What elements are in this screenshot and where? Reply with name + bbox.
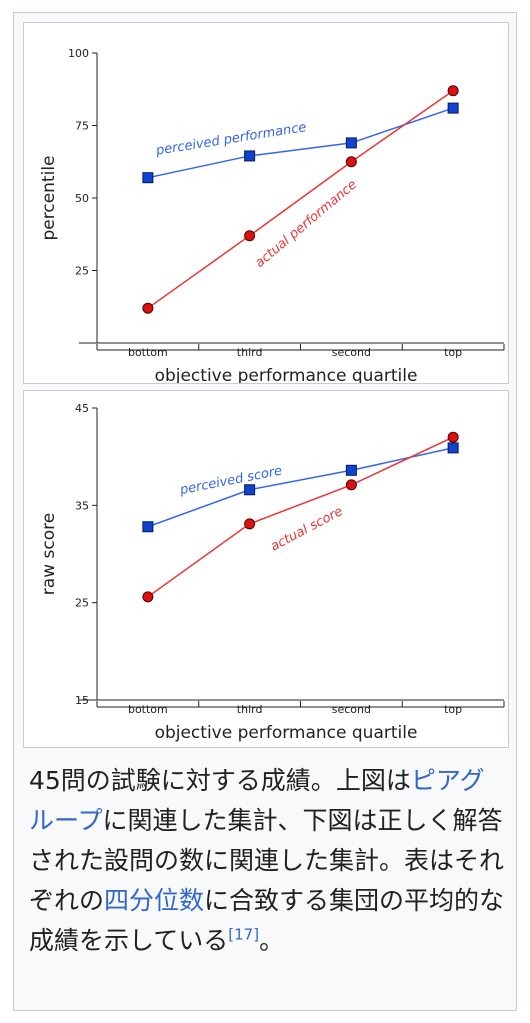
x-tick-label: second [332,703,371,716]
y-axis-label: raw score [39,513,59,595]
caption-text-2: に関連した集計、下図は正しく解答された設問の数に関連した集計。表はそれぞれの [29,806,505,915]
data-point-square [447,102,459,114]
data-point-square [142,521,154,533]
x-tick-label: bottom [128,346,168,359]
data-point-circle [447,85,459,97]
percentile-chart-svg: 25 50 75 100 bottom third second top objective p… [39,47,505,383]
data-point-square [447,442,459,454]
data-point-circle [142,591,154,603]
data-point-circle [447,431,459,443]
data-point-circle [244,518,256,530]
peer-group-link[interactable]: ピアグループ [29,766,485,835]
quartile-link[interactable]: 四分位数 [104,886,205,915]
percentile-chart: 25 50 75 100 bottom third second top objective p… [23,22,509,384]
caption-text-1: 45問の試験に対する成績。上図は [29,766,411,795]
reference-link[interactable]: [17] [228,925,260,944]
data-point-circle [345,479,357,491]
series-label: actual performance [253,177,360,271]
caption-text-3: に合致する集団の平均的な成績を示している [29,886,505,955]
x-tick-label: third [237,346,263,359]
data-point-square [244,150,256,162]
caption-text-end: 。 [259,926,285,955]
series-line [147,436,454,598]
y-tick-label: 100 [68,47,89,60]
x-tick-label: top [444,346,462,359]
figure-frame: 25 50 75 100 bottom third second top objective p… [13,12,517,1011]
data-point-square [142,172,154,184]
series-label: perceived performance [154,120,307,159]
raw-score-chart: 15 25 35 45 bottom third second top objective pe… [23,390,509,748]
y-axis-label: percentile [39,155,59,240]
y-tick-label: 50 [75,192,89,205]
series-label: perceived score [178,464,284,499]
data-point-square [345,464,357,476]
y-tick-label: 75 [75,120,89,133]
figure-caption: 45問の試験に対する成績。上図はピアグループに関連した集計、下図は正しく解答され… [29,761,507,961]
series-line [147,90,454,309]
x-tick-label: top [444,703,462,716]
data-point-circle [142,302,154,314]
y-tick-label: 25 [75,597,89,610]
x-tick-label: third [237,703,263,716]
data-point-square [244,484,256,496]
y-tick-label: 25 [75,265,89,278]
y-tick-label: 35 [75,499,89,512]
data-point-circle [345,156,357,168]
y-tick-label: 45 [75,402,89,415]
data-point-square [345,137,357,149]
series-line [147,447,454,528]
x-tick-label: second [332,346,371,359]
x-axis-label: objective performance quartile [155,723,418,743]
x-axis-label: objective performance quartile [155,366,418,383]
data-point-circle [244,230,256,242]
x-tick-label: bottom [128,703,168,716]
